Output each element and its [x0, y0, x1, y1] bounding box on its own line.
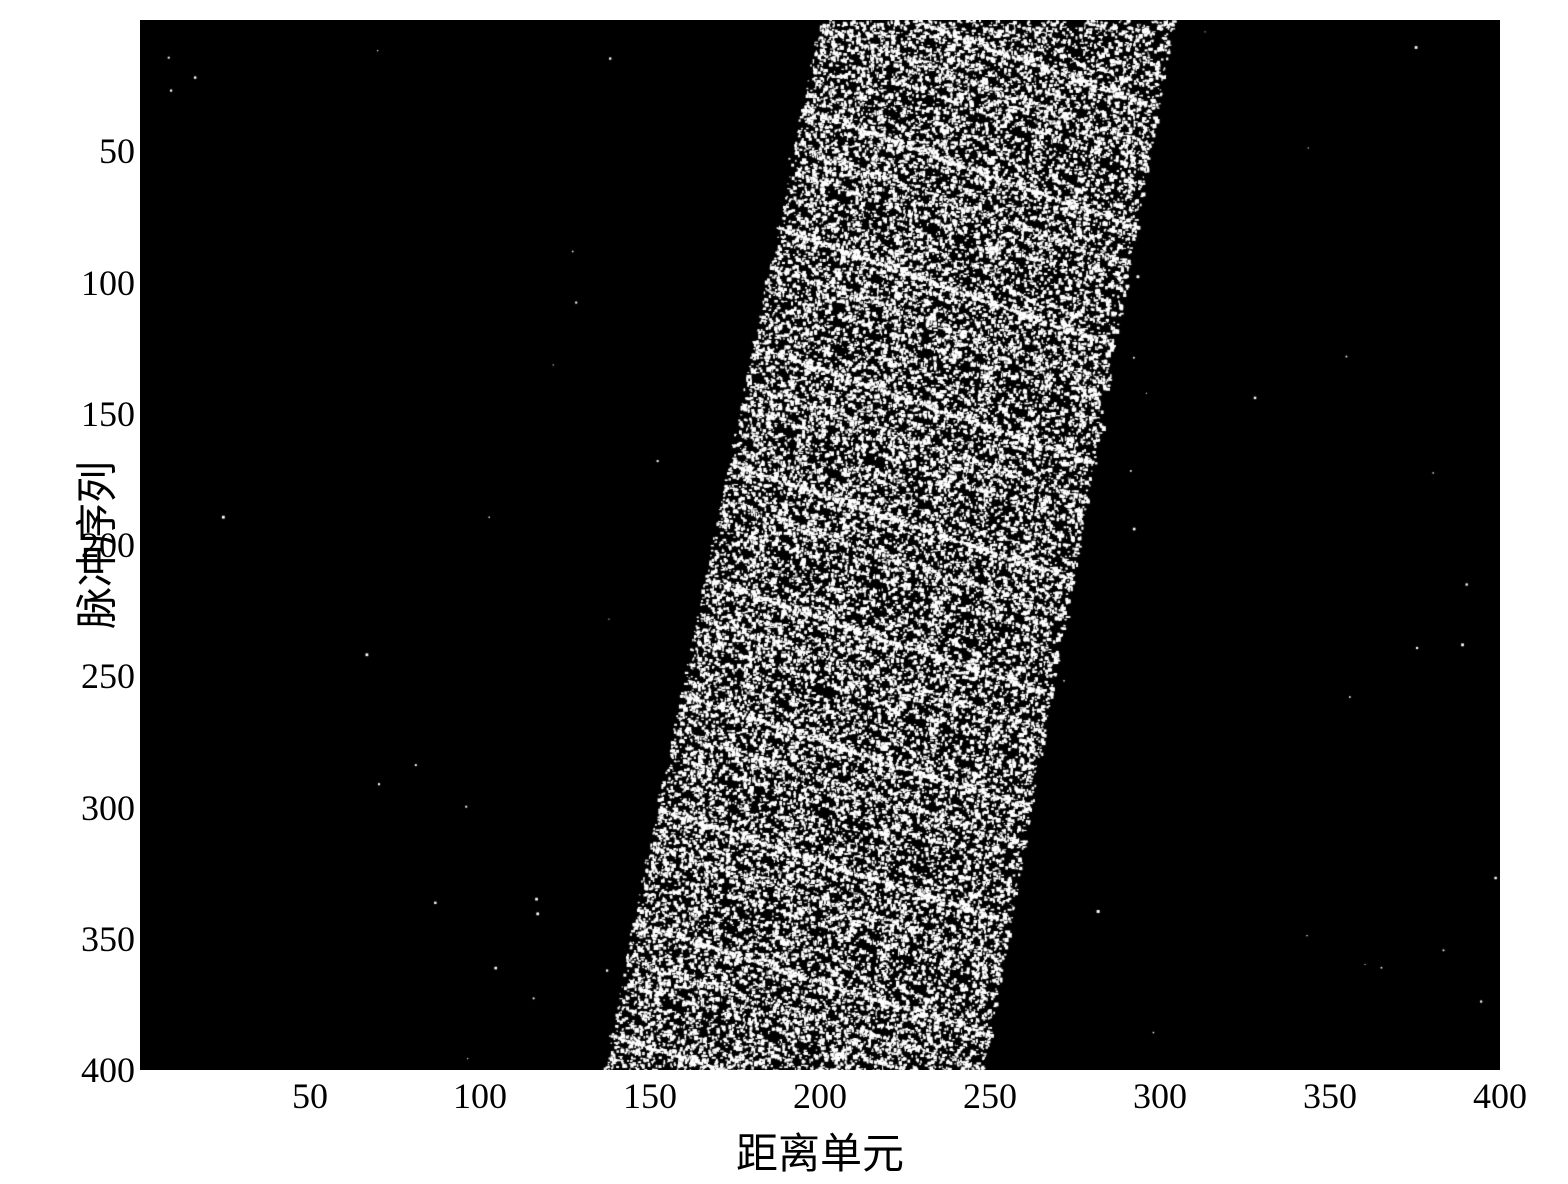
x-tick-label: 250: [963, 1075, 1017, 1117]
plot-area: [140, 20, 1500, 1070]
y-axis-label: 脉冲序列: [64, 461, 125, 629]
y-tick-label: 400: [60, 1049, 135, 1091]
x-tick-label: 300: [1133, 1075, 1187, 1117]
chart-container: [140, 20, 1500, 1070]
x-tick-label: 350: [1303, 1075, 1357, 1117]
y-tick-label: 50: [60, 130, 135, 172]
x-tick-label: 50: [292, 1075, 328, 1117]
y-tick-label: 100: [60, 262, 135, 304]
y-tick-label: 150: [60, 393, 135, 435]
x-tick-label: 100: [453, 1075, 507, 1117]
heatmap-canvas: [140, 20, 1500, 1070]
y-tick-label: 300: [60, 787, 135, 829]
x-tick-label: 150: [623, 1075, 677, 1117]
y-tick-label: 350: [60, 918, 135, 960]
x-axis-label: 距离单元: [736, 1120, 904, 1181]
x-tick-label: 400: [1473, 1075, 1527, 1117]
y-tick-label: 250: [60, 655, 135, 697]
x-axis-ticks: 50100150200250300350400: [140, 1075, 1500, 1115]
x-tick-label: 200: [793, 1075, 847, 1117]
